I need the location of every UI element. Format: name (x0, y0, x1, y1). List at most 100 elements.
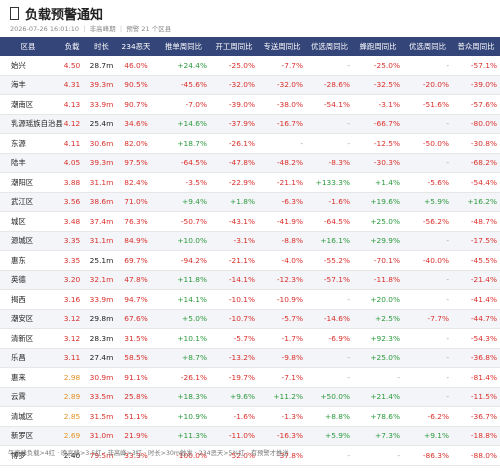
value-cell: -3.1% (353, 94, 403, 115)
value-cell: 4.31 (56, 75, 88, 95)
value-cell: 3.16 (56, 289, 88, 310)
value-cell: +1.8% (210, 192, 258, 212)
value-cell: +21.4% (353, 387, 403, 407)
value-cell: - (306, 348, 353, 368)
table-row: 乐昌 3.11 27.4m 58.5% +8.7% -13.2% -9.8% - +25.0% -… (0, 348, 500, 368)
table-row: 新罗区 2.69 31.0m 21.9% +11.3% -11.0% -16.3% +5.9%… (0, 426, 500, 446)
value-cell: -3.5% (157, 172, 210, 193)
district-cell: 新罗区 (0, 426, 56, 446)
table-row: 城区 3.48 37.4m 76.3% -50.7% -43.1% -41.9% -64.5%… (0, 211, 500, 232)
column-header: 开工周同比 (210, 37, 258, 56)
value-cell: +29.9% (353, 231, 403, 251)
district-cell: 海丰 (0, 75, 56, 95)
value-cell: 3.12 (56, 328, 88, 349)
value-cell: - (306, 133, 353, 154)
table: 区县 负载 时长 234恶天 推单周同比 开工周同比 专送周同比 优选周同比 蜂跑周同比 优选周同… (0, 37, 500, 466)
value-cell: 97.5% (115, 153, 157, 173)
value-cell: -3.1% (210, 231, 258, 251)
value-cell: +10.9% (157, 406, 210, 427)
value-cell: 4.12 (56, 114, 88, 134)
value-cell: 21.9% (115, 426, 157, 446)
value-cell: +18.7% (157, 133, 210, 154)
value-cell: -57.6% (452, 94, 500, 115)
value-cell: -5.7% (258, 309, 306, 329)
value-cell: -25.0% (353, 56, 403, 76)
district-cell: 清新区 (0, 328, 56, 349)
district-cell: 源城区 (0, 231, 56, 251)
value-cell: 84.9% (115, 231, 157, 251)
value-cell: -12.3% (258, 270, 306, 290)
value-cell: - (403, 270, 452, 290)
value-cell: 25.4m (88, 114, 115, 134)
value-cell: -38.0% (258, 94, 306, 115)
value-cell: -94.2% (157, 250, 210, 271)
value-cell: +9.4% (157, 192, 210, 212)
value-cell: 76.3% (115, 211, 157, 232)
value-cell: -45.5% (452, 250, 500, 271)
value-cell: +7.3% (353, 426, 403, 446)
district-cell: 潮安区 (0, 309, 56, 329)
value-cell: 38.6m (88, 192, 115, 212)
value-cell: - (306, 114, 353, 134)
value-cell: 82.0% (115, 133, 157, 154)
value-cell: -10.7% (210, 309, 258, 329)
district-cell: 乐昌 (0, 348, 56, 368)
value-cell: +2.5% (353, 309, 403, 329)
value-cell: +11.3% (157, 426, 210, 446)
value-cell: -48.7% (452, 211, 500, 232)
value-cell: 79.5m (88, 445, 115, 466)
value-cell: -40.0% (403, 250, 452, 271)
table-row: 清新区 3.12 28.3m 31.5% +10.1% -5.7% -1.7% -6.9% +9… (0, 328, 500, 349)
value-cell: -80.0% (452, 114, 500, 134)
value-cell: -1.3% (258, 406, 306, 427)
value-cell: -43.1% (210, 211, 258, 232)
value-cell: -11.8% (353, 270, 403, 290)
value-cell: -22.9% (210, 172, 258, 193)
value-cell: 2.40 (56, 445, 88, 466)
value-cell: -19.7% (210, 367, 258, 388)
value-cell: +5.0% (157, 309, 210, 329)
district-cell: 英德 (0, 270, 56, 290)
subtitle: 2026-07-26 16:01:10 ｜ 非高峰期 ｜ 预警 21 个区县 (10, 25, 172, 33)
value-cell: - (403, 153, 452, 173)
table-row: 始兴 4.50 28.7m 46.0% +24.4% -25.0% -7.7% - -25.0%… (0, 56, 500, 76)
value-cell: -68.2% (452, 153, 500, 173)
value-cell: 31.5m (88, 406, 115, 427)
value-cell: 91.1% (115, 367, 157, 388)
district-cell: 清城区 (0, 406, 56, 427)
value-cell: 2.98 (56, 367, 88, 388)
value-cell: -7.1% (258, 367, 306, 388)
value-cell: 39.3m (88, 153, 115, 173)
value-cell: - (403, 114, 452, 134)
value-cell: -1.6% (306, 192, 353, 212)
value-cell: 34.6% (115, 114, 157, 134)
value-cell: -57.1% (452, 56, 500, 76)
value-cell: -1.7% (258, 328, 306, 349)
value-cell: -30.8% (452, 133, 500, 154)
value-cell: 28.7m (88, 56, 115, 76)
value-cell: +133.3% (306, 172, 353, 193)
column-header: 234恶天 (115, 37, 157, 56)
value-cell: -4.0% (258, 250, 306, 271)
value-cell: -17.5% (452, 231, 500, 251)
value-cell: -6.2% (403, 406, 452, 427)
value-cell: -81.4% (452, 367, 500, 388)
value-cell: -14.6% (306, 309, 353, 329)
value-cell: -54.1% (306, 94, 353, 115)
value-cell: 37.4m (88, 211, 115, 232)
value-cell: +16.1% (306, 231, 353, 251)
table-row: 英德 3.20 32.1m 47.8% +11.8% -14.1% -12.3% -57.1%… (0, 270, 500, 290)
value-cell: +92.3% (353, 328, 403, 349)
district-cell: 潮南区 (0, 94, 56, 115)
value-cell: - (403, 387, 452, 407)
value-cell: -39.0% (210, 94, 258, 115)
value-cell: -30.3% (353, 153, 403, 173)
table-row: 云霄 2.89 33.5m 25.8% +18.3% +9.6% +11.2% +50.0% +… (0, 387, 500, 407)
value-cell: -26.1% (157, 367, 210, 388)
value-cell: -64.5% (157, 153, 210, 173)
value-cell: -36.7% (452, 406, 500, 427)
table-row: 陆丰 4.05 39.3m 97.5% -64.5% -47.8% -48.2% -8.3% -… (0, 153, 500, 173)
value-cell: -26.1% (210, 133, 258, 154)
value-cell: 46.0% (115, 56, 157, 76)
